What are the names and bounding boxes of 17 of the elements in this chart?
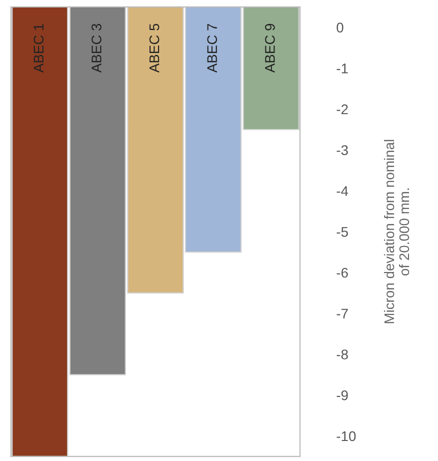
- y-tick-label: -7: [336, 308, 348, 318]
- y-axis-title: Micron deviation from nominal of 20.000 mm.: [384, 140, 410, 324]
- y-tick-label: -10: [336, 431, 356, 442]
- x-tick-label: ABEC 7: [207, 24, 218, 73]
- y-tick-label: -1: [336, 64, 348, 74]
- x-tick-label: ABEC 9: [265, 24, 275, 73]
- y-tick-label: -6: [336, 268, 348, 278]
- y-tick-label: 0: [336, 22, 344, 33]
- y-tick-label: -5: [336, 227, 348, 237]
- y-tick-label: -4: [336, 186, 348, 196]
- x-tick-label: ABEC 1: [34, 24, 44, 73]
- x-tick-label: ABEC 3: [92, 24, 102, 73]
- y-tick-label: -3: [336, 145, 348, 156]
- x-tick-label: ABEC 5: [149, 24, 160, 73]
- y-tick-label: -2: [336, 104, 348, 114]
- y-tick-label: -8: [336, 350, 348, 360]
- y-tick-label: -9: [336, 390, 348, 400]
